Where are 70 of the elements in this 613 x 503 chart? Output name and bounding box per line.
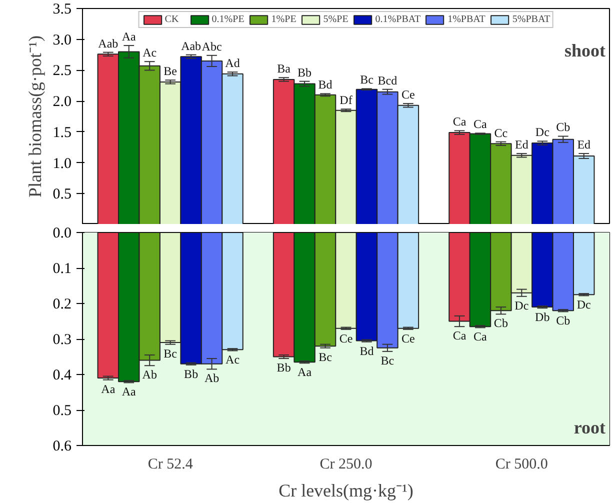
- data-label: Cc: [494, 126, 508, 140]
- data-label: Aa: [298, 365, 312, 380]
- y-tick-label: 0.2: [52, 296, 72, 312]
- y-tick-label: 0.6: [52, 438, 72, 454]
- data-label: Dc: [535, 125, 550, 140]
- x-tick-label: Cr 500.0: [495, 456, 548, 472]
- data-label: Ad: [225, 56, 240, 70]
- data-label: Aa: [122, 30, 137, 44]
- y-tick-label: 3.5: [52, 2, 72, 18]
- y-tick-label: 0.5: [52, 186, 72, 203]
- legend-label: 0.1%PE: [212, 14, 244, 25]
- data-label: Aab: [98, 36, 118, 50]
- y-tick-label: 0.5: [52, 403, 72, 419]
- data-label: Ce: [402, 88, 415, 102]
- legend-label: CK: [164, 14, 180, 25]
- legend-label: 5%PE: [323, 14, 348, 25]
- data-label: Bb: [276, 360, 291, 375]
- data-label: Ed: [515, 138, 528, 152]
- data-label: Bc: [360, 72, 374, 87]
- data-label: Dc: [514, 298, 529, 312]
- y-tick-label: 3.0: [52, 32, 72, 48]
- y-tick-label: 0.0: [52, 226, 72, 242]
- legend-label: 1%PBAT: [448, 14, 486, 25]
- data-label: Abc: [202, 39, 222, 54]
- y-tick-label: 1.5: [52, 124, 72, 141]
- data-label: Aa: [101, 382, 116, 396]
- annotation: root: [574, 418, 606, 438]
- data-label: Ab: [142, 368, 157, 382]
- data-label: Ab: [204, 371, 220, 386]
- legend-label: 0.1%PBAT: [375, 14, 421, 25]
- y-axis-title: Plant biomass(g·pot⁻¹): [24, 36, 45, 198]
- data-label: Bd: [318, 78, 332, 92]
- data-label: Ce: [402, 331, 415, 346]
- data-label: Bb: [184, 366, 198, 381]
- x-tick-label: Cr 52.4: [148, 456, 194, 472]
- data-label: Df: [340, 93, 352, 108]
- data-label: Bb: [298, 65, 312, 80]
- data-label: Ca: [452, 114, 467, 129]
- data-label: Be: [164, 64, 178, 78]
- x-axis-title: Cr levels(mg·kg⁻¹): [278, 480, 414, 500]
- legend-label: 5%PBAT: [512, 14, 550, 25]
- y-tick-label: 0.3: [52, 332, 72, 348]
- data-label: Aa: [122, 384, 137, 399]
- data-label: Bd: [360, 344, 374, 358]
- data-label: Bcd: [378, 73, 398, 88]
- data-label: Dc: [576, 298, 591, 312]
- y-tick-label: 0.4: [52, 368, 72, 384]
- x-tick-label: Cr 250.0: [320, 456, 372, 472]
- data-label: Ba: [277, 62, 292, 76]
- data-label: Aab: [181, 38, 202, 53]
- data-label: Ac: [142, 46, 157, 60]
- y-tick-label: 0.1: [52, 261, 72, 277]
- y-tick-label: 2.0: [52, 94, 72, 110]
- data-label: Cb: [556, 120, 570, 134]
- y-tick-label: 1.0: [52, 156, 72, 172]
- data-label: Bc: [380, 353, 394, 368]
- data-label: Ed: [577, 138, 591, 152]
- data-label: Cb: [556, 314, 570, 328]
- data-label: Ca: [474, 330, 488, 344]
- data-label: Cb: [494, 316, 508, 330]
- data-label: Ac: [226, 352, 240, 367]
- data-label: Ca: [452, 328, 467, 343]
- legend-label: 1%PE: [271, 14, 296, 25]
- annotation: shoot: [564, 40, 606, 60]
- data-label: Bc: [164, 346, 178, 360]
- y-tick-label: 2.5: [52, 63, 72, 80]
- data-label: Ce: [339, 331, 353, 346]
- data-label: Db: [535, 310, 550, 324]
- data-label: Bc: [318, 350, 332, 364]
- data-label: Ca: [474, 117, 488, 132]
